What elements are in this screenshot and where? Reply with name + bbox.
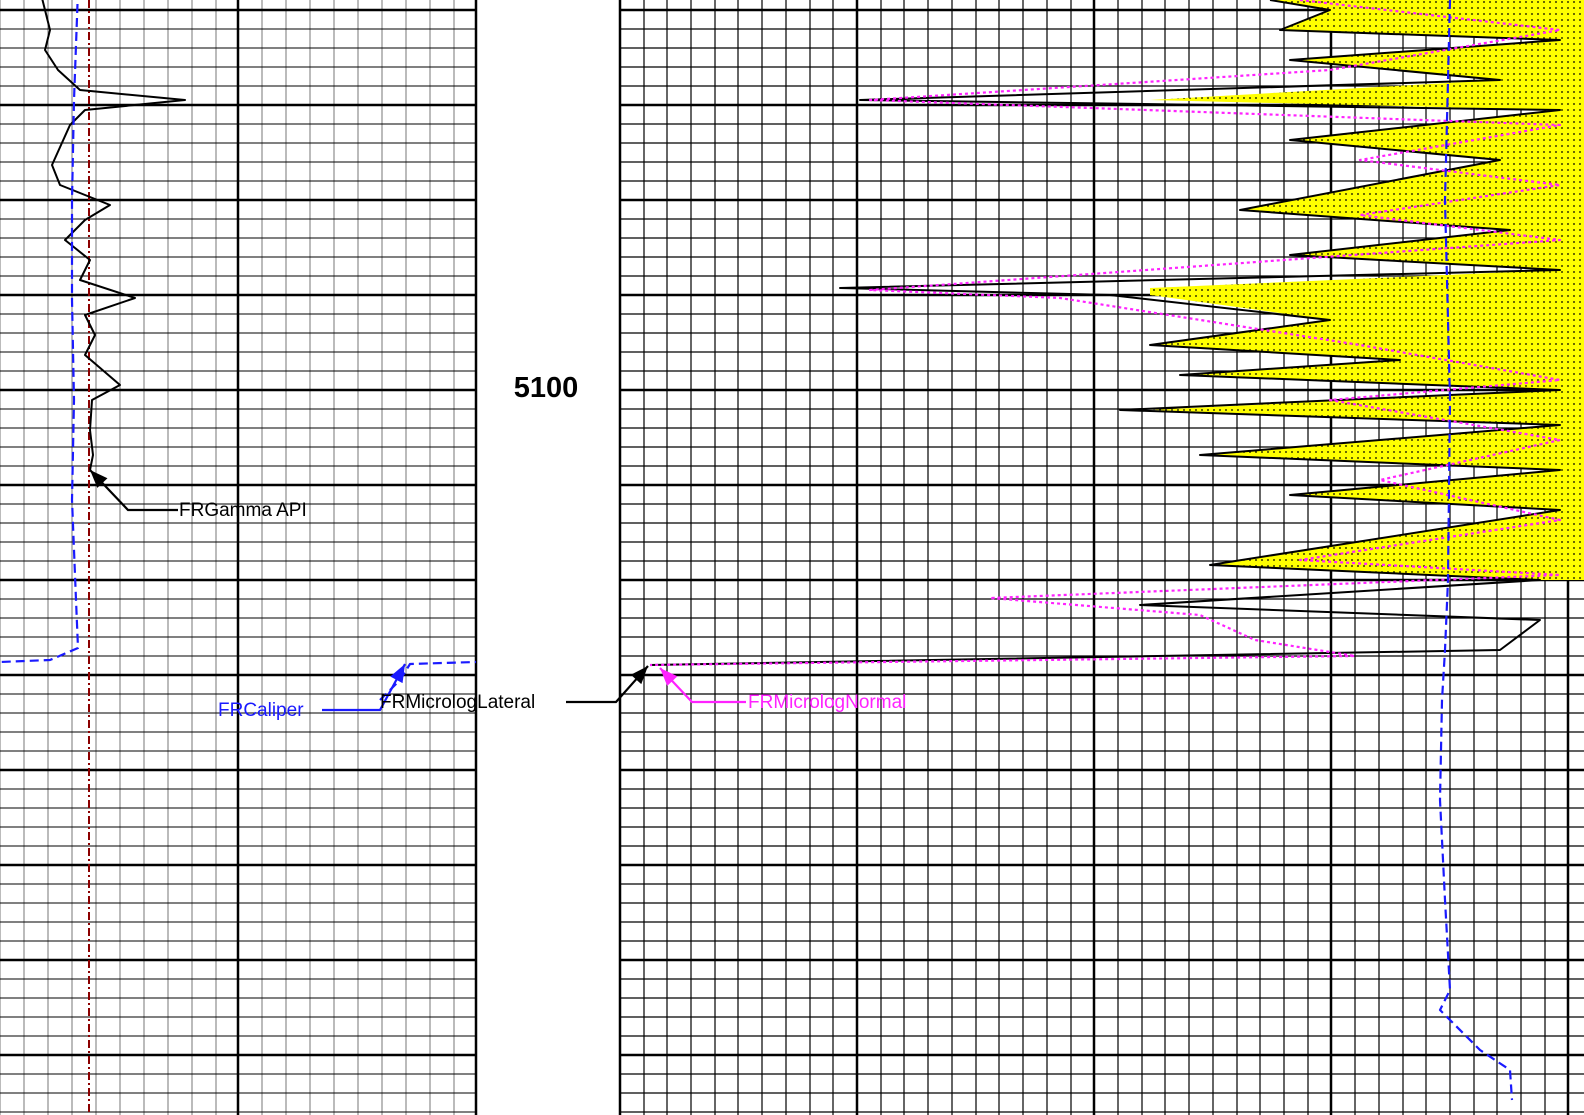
curve-labels: FRGamma API FRCaliper FRMicrologLateral FRM… (89, 469, 906, 721)
microlog-lateral-label: FRMicrologLateral (380, 692, 535, 713)
gamma-label: FRGamma API (179, 500, 307, 521)
left-track-grid (0, 0, 478, 1115)
microlog-normal-label-arrowhead (660, 668, 678, 686)
microlog-lateral-label-leader (566, 665, 649, 704)
microlog-normal-label-leader (659, 667, 746, 704)
microlog-normal-label: FRMicrologNormal (748, 692, 906, 713)
caliper-label: FRCaliper (218, 700, 304, 721)
gamma-label-leader (89, 469, 178, 512)
microlog-lateral-label-arrowhead (630, 666, 648, 685)
microlog-lateral-curve (649, 0, 1561, 666)
gamma-label-arrowhead (90, 470, 108, 488)
right-track-caliper-curve (1438, 0, 1514, 1101)
gamma-ray-curve (41, 0, 186, 471)
separation-fill-area (1150, 0, 1584, 580)
caliper-curve (0, 0, 80, 664)
separation-fill (1150, 0, 1584, 580)
depth-marker: 5100 (513, 372, 579, 404)
caliper-label-arrowhead (390, 664, 405, 684)
microlog-normal-curve (649, 0, 1562, 667)
